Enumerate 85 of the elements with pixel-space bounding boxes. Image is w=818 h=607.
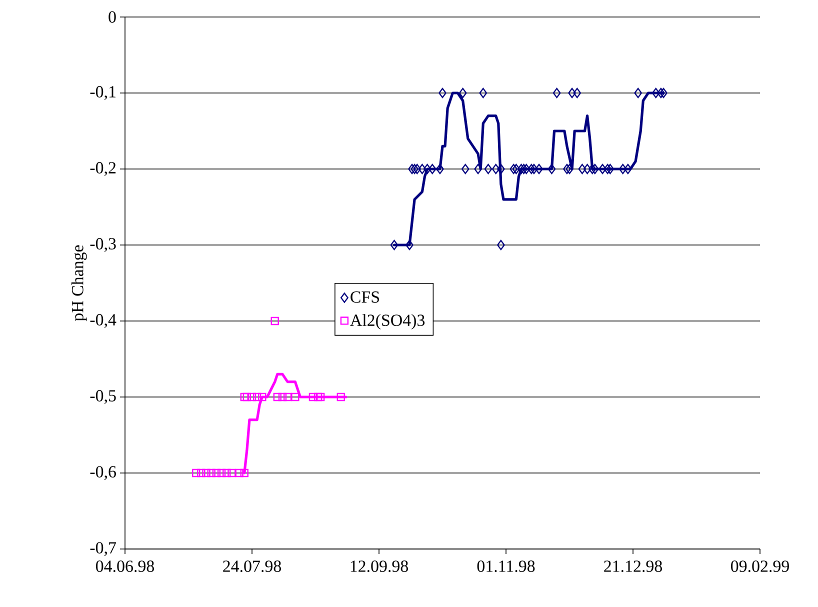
point [568, 88, 576, 98]
point [535, 164, 543, 174]
y-tick-label: -0,4 [90, 314, 116, 328]
point [418, 164, 426, 174]
point [235, 468, 244, 478]
point [202, 468, 210, 478]
point [212, 468, 221, 478]
point [484, 164, 492, 174]
x-tick-label: 09.02.99 [731, 560, 789, 572]
point [240, 392, 248, 402]
point [604, 164, 612, 174]
point [291, 392, 300, 402]
point [510, 164, 518, 174]
point [527, 164, 536, 174]
point [336, 392, 345, 402]
point [660, 88, 668, 98]
y-tick-label: 0 [108, 11, 116, 23]
y-tick-label: -0,3 [90, 238, 116, 252]
point [436, 164, 444, 174]
point [573, 88, 582, 98]
point [240, 468, 248, 478]
point [278, 392, 287, 402]
y-tick-label: -0,5 [90, 390, 116, 404]
point [512, 164, 520, 174]
point [474, 164, 482, 174]
point [314, 392, 322, 402]
point [316, 392, 325, 402]
point [428, 164, 436, 174]
legend-label: CFS [350, 291, 380, 303]
point [583, 164, 592, 174]
point [552, 88, 561, 98]
x-tick-label: 01.11.98 [477, 560, 535, 572]
point [413, 164, 422, 174]
point [192, 468, 200, 478]
point [652, 88, 660, 98]
x-tick-label: 24.07.98 [223, 560, 281, 572]
point [207, 468, 216, 478]
point [222, 468, 231, 478]
point [228, 468, 236, 478]
point [461, 164, 470, 174]
point [548, 164, 556, 174]
y-tick-label: -0,6 [90, 466, 116, 480]
point [458, 88, 467, 98]
point [390, 240, 398, 250]
point [406, 240, 414, 250]
point [566, 164, 574, 174]
point [598, 164, 606, 174]
point [217, 468, 226, 478]
point [197, 468, 206, 478]
point [530, 164, 538, 174]
point [283, 392, 292, 402]
y-tick-label: -0,1 [90, 86, 116, 100]
point [656, 88, 665, 98]
point [273, 392, 282, 402]
point [624, 164, 632, 174]
x-tick-label: 21.12.98 [604, 560, 662, 572]
point [618, 164, 627, 174]
y-tick-label: -0,7 [90, 542, 116, 556]
point [258, 392, 266, 402]
point [590, 164, 599, 174]
x-tick-label: 12.09.98 [350, 560, 408, 572]
point [252, 392, 262, 402]
point [522, 164, 530, 174]
y-tick-label: -0,2 [90, 162, 116, 176]
y-axis-title: pH Change [71, 245, 87, 322]
x-tick-label: 04.06.98 [96, 560, 154, 572]
point [496, 164, 505, 174]
point [248, 392, 256, 402]
point [242, 392, 252, 402]
point [308, 392, 318, 402]
legend-label: Al2(SO4)3 [350, 314, 425, 330]
point [438, 88, 446, 98]
point [423, 164, 432, 174]
point [520, 164, 528, 174]
point [606, 164, 614, 174]
point [270, 316, 279, 326]
point [588, 164, 596, 174]
point [410, 164, 419, 174]
point [492, 164, 500, 174]
point [578, 164, 586, 174]
point [563, 164, 571, 174]
point [408, 164, 416, 174]
point [634, 88, 642, 98]
point [496, 240, 505, 250]
point [479, 88, 488, 98]
